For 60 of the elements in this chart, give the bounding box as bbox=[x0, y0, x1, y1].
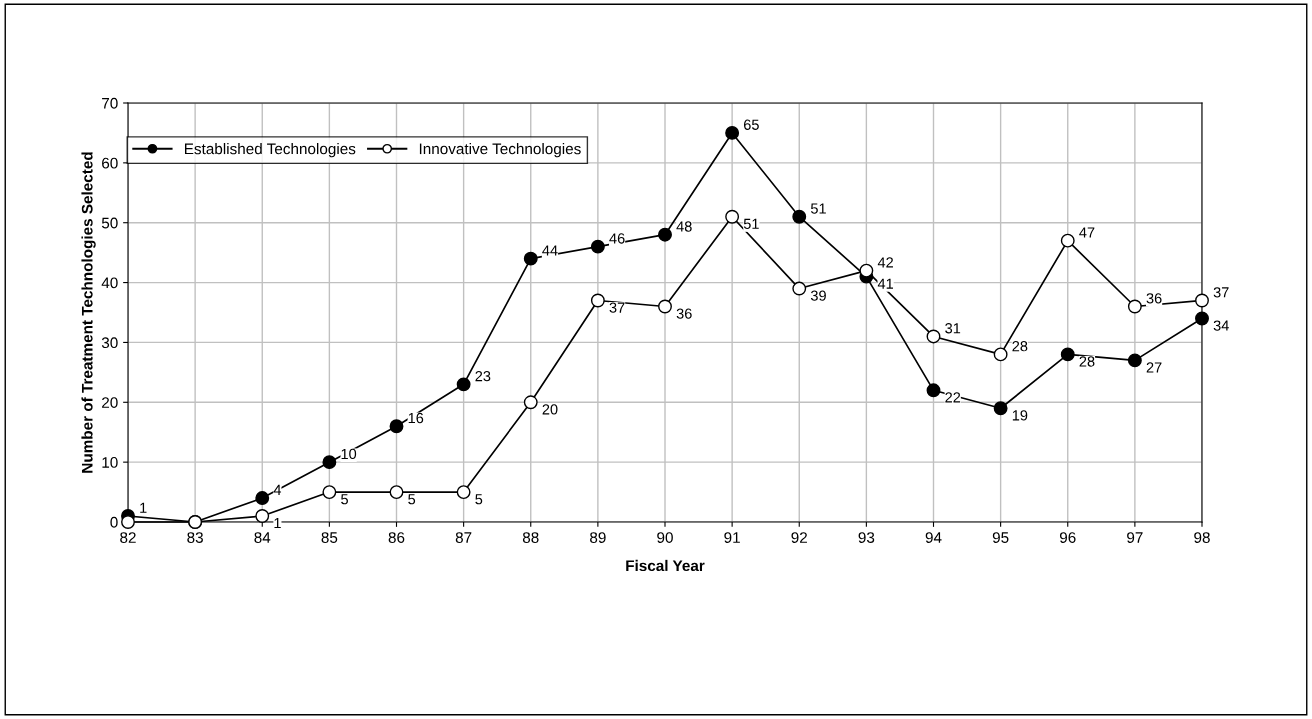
y-tick-label: 50 bbox=[101, 217, 118, 229]
data-label: 36 bbox=[676, 308, 692, 319]
data-label: 39 bbox=[810, 290, 826, 301]
y-tick-label: 0 bbox=[110, 516, 118, 528]
y-tick-label: 40 bbox=[101, 277, 118, 289]
data-label: 5 bbox=[341, 494, 348, 505]
data-label: 36 bbox=[1146, 293, 1162, 304]
data-label: 27 bbox=[1146, 362, 1162, 373]
x-tick-label: 86 bbox=[388, 532, 405, 543]
data-label: 28 bbox=[1079, 356, 1095, 367]
y-tick-label: 10 bbox=[102, 457, 118, 468]
data-label: 44 bbox=[542, 245, 558, 256]
data-label: 41 bbox=[877, 278, 893, 289]
x-tick-label: 92 bbox=[791, 532, 807, 543]
data-label: 42 bbox=[877, 257, 893, 268]
data-label: 1 bbox=[274, 518, 281, 529]
data-label: 16 bbox=[408, 412, 424, 424]
data-label: 34 bbox=[1213, 320, 1229, 331]
x-tick-label: 91 bbox=[724, 532, 740, 543]
x-tick-label: 95 bbox=[992, 532, 1009, 543]
y-tick-label: 70 bbox=[102, 97, 118, 109]
x-tick-label: 89 bbox=[590, 532, 606, 543]
x-tick-label: 82 bbox=[120, 532, 136, 543]
x-tick-label: 84 bbox=[254, 532, 271, 543]
data-label: 22 bbox=[945, 392, 961, 403]
data-label: 20 bbox=[542, 404, 558, 415]
data-label: 51 bbox=[743, 218, 759, 229]
x-axis-title: Fiscal Year bbox=[626, 559, 705, 572]
x-tick-label: 97 bbox=[1127, 532, 1143, 543]
x-tick-label: 90 bbox=[657, 532, 673, 543]
data-label: 10 bbox=[341, 448, 357, 460]
data-label: 5 bbox=[408, 494, 416, 505]
x-tick-label: 93 bbox=[858, 532, 875, 543]
x-tick-label: 83 bbox=[187, 532, 203, 543]
y-tick-label: 30 bbox=[101, 337, 118, 349]
data-label: 65 bbox=[743, 119, 759, 130]
data-label: 1 bbox=[140, 502, 147, 513]
data-label: 4 bbox=[273, 484, 282, 495]
x-tick-label: 96 bbox=[1059, 532, 1076, 543]
x-tick-label: 88 bbox=[522, 532, 539, 543]
data-label: 47 bbox=[1079, 227, 1095, 238]
legend-label: Established Technologies bbox=[184, 143, 356, 158]
data-label: 31 bbox=[945, 323, 961, 334]
y-tick-label: 20 bbox=[102, 397, 118, 408]
data-label: 48 bbox=[676, 221, 692, 232]
y-tick-label: 60 bbox=[102, 157, 118, 169]
x-tick-label: 87 bbox=[455, 532, 472, 543]
data-label: 23 bbox=[475, 370, 491, 382]
data-label: 5 bbox=[475, 494, 483, 505]
data-label: 19 bbox=[1012, 410, 1028, 421]
x-tick-label: 85 bbox=[321, 532, 338, 543]
data-label: 37 bbox=[1213, 287, 1229, 298]
x-tick-label: 98 bbox=[1194, 532, 1210, 543]
y-axis-title: Number of Treatment Technologies Selected bbox=[81, 152, 96, 473]
data-label: 51 bbox=[810, 203, 826, 214]
x-tick-label: 94 bbox=[925, 532, 942, 543]
data-label: 46 bbox=[609, 233, 625, 244]
legend-label: Innovative Technologies bbox=[419, 143, 581, 158]
data-label: 28 bbox=[1012, 341, 1028, 352]
data-label: 37 bbox=[609, 302, 625, 313]
